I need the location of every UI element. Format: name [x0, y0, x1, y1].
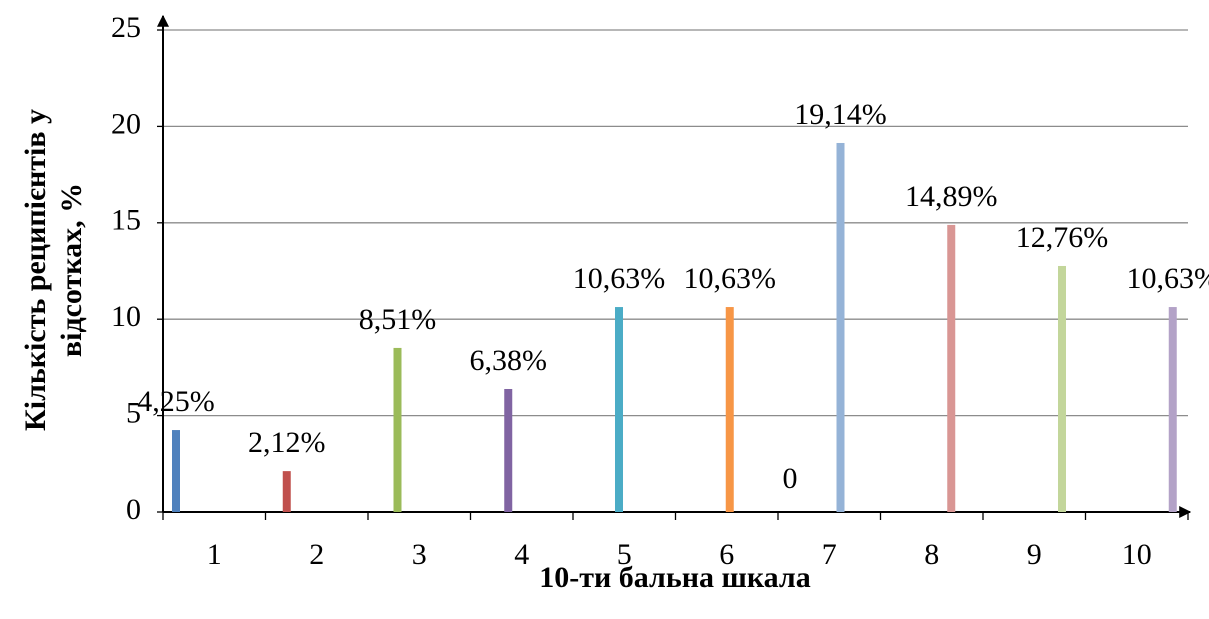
y-tick-label: 25	[111, 11, 141, 44]
bar	[947, 224, 956, 512]
x-axis-title: 10-ти бальна шкала	[539, 561, 811, 594]
bar	[393, 347, 402, 512]
annotation: 0	[783, 462, 798, 495]
y-tick-label: 20	[111, 107, 141, 140]
data-label: 4,25%	[137, 385, 215, 418]
x-tick-label: 1	[207, 538, 222, 571]
bar	[725, 307, 734, 512]
x-tick-label: 2	[309, 538, 324, 571]
x-tick-label: 6	[719, 538, 734, 571]
x-tick-label: 3	[412, 538, 427, 571]
y-tick-label: 10	[111, 300, 141, 333]
bar	[504, 388, 513, 512]
bar	[615, 307, 623, 512]
y-tick-label: 15	[111, 204, 141, 237]
bar	[1058, 265, 1066, 512]
y-axis-title-line: Кількість реципієнтів у	[19, 109, 52, 431]
bar	[282, 471, 291, 512]
x-tick-label: 7	[822, 538, 837, 571]
data-label: 10,63%	[573, 262, 666, 295]
data-label: 10,63%	[684, 262, 777, 295]
bar	[172, 430, 180, 512]
x-tick-label: 8	[924, 538, 939, 571]
y-axis-title-line: відсотках, %	[55, 183, 88, 357]
data-label: 8,51%	[359, 303, 437, 336]
data-label: 19,14%	[794, 98, 887, 131]
bar	[836, 142, 845, 512]
bar	[1168, 307, 1177, 512]
y-tick-label: 5	[126, 396, 141, 429]
data-label: 12,76%	[1016, 221, 1109, 254]
x-tick-label: 9	[1027, 538, 1042, 571]
data-label: 14,89%	[905, 180, 998, 213]
data-label: 10,63%	[1127, 262, 1209, 295]
y-axis-title: Кількість реципієнтів у відсотках, %	[19, 109, 88, 431]
x-tick-label: 10	[1122, 538, 1152, 571]
x-tick-label: 4	[514, 538, 529, 571]
data-label: 6,38%	[470, 344, 548, 377]
x-tick-label: 5	[617, 538, 632, 571]
data-label: 2,12%	[248, 426, 326, 459]
y-tick-label: 0	[126, 493, 141, 526]
